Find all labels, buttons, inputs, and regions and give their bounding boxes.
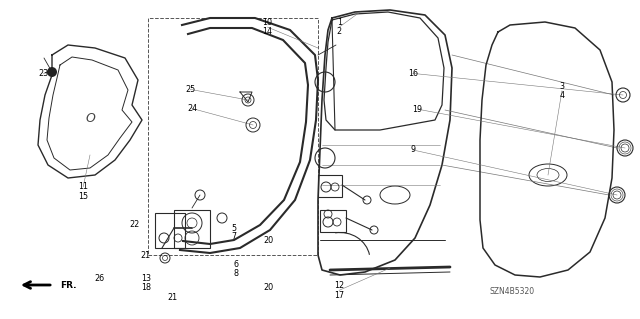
Text: 20: 20 xyxy=(264,236,274,245)
Text: FR.: FR. xyxy=(60,280,77,290)
Text: 23: 23 xyxy=(38,69,49,78)
Bar xyxy=(155,213,185,248)
Text: 4: 4 xyxy=(559,91,564,100)
Text: 25: 25 xyxy=(185,85,195,94)
Text: 3: 3 xyxy=(559,82,564,91)
Bar xyxy=(174,210,210,248)
Text: 12: 12 xyxy=(334,281,344,290)
Text: 18: 18 xyxy=(141,283,151,292)
Circle shape xyxy=(47,67,57,77)
Text: 16: 16 xyxy=(408,69,418,78)
Ellipse shape xyxy=(529,164,567,186)
Text: 9: 9 xyxy=(410,145,415,154)
Ellipse shape xyxy=(537,168,559,182)
Text: 21: 21 xyxy=(168,293,178,302)
Text: O: O xyxy=(85,112,95,124)
Text: 17: 17 xyxy=(334,291,344,300)
Text: SZN4B5320: SZN4B5320 xyxy=(490,287,534,296)
Text: 5: 5 xyxy=(231,224,236,233)
Text: 11: 11 xyxy=(78,182,88,191)
Text: 6: 6 xyxy=(233,260,238,269)
Bar xyxy=(148,18,318,255)
Ellipse shape xyxy=(380,186,410,204)
Text: 1: 1 xyxy=(337,18,342,27)
Bar xyxy=(320,210,346,232)
Text: 20: 20 xyxy=(264,283,274,292)
Text: 21: 21 xyxy=(141,251,151,260)
Text: 15: 15 xyxy=(78,192,88,201)
Text: 10: 10 xyxy=(262,18,273,27)
Text: 8: 8 xyxy=(233,269,238,278)
Bar xyxy=(318,175,342,197)
Text: 14: 14 xyxy=(262,27,273,36)
Text: 26: 26 xyxy=(94,274,104,283)
Text: 13: 13 xyxy=(141,274,151,283)
Text: 19: 19 xyxy=(412,105,422,114)
Text: 24: 24 xyxy=(187,104,197,113)
Text: 22: 22 xyxy=(129,220,140,229)
Text: 2: 2 xyxy=(337,27,342,36)
Text: 7: 7 xyxy=(231,232,236,241)
